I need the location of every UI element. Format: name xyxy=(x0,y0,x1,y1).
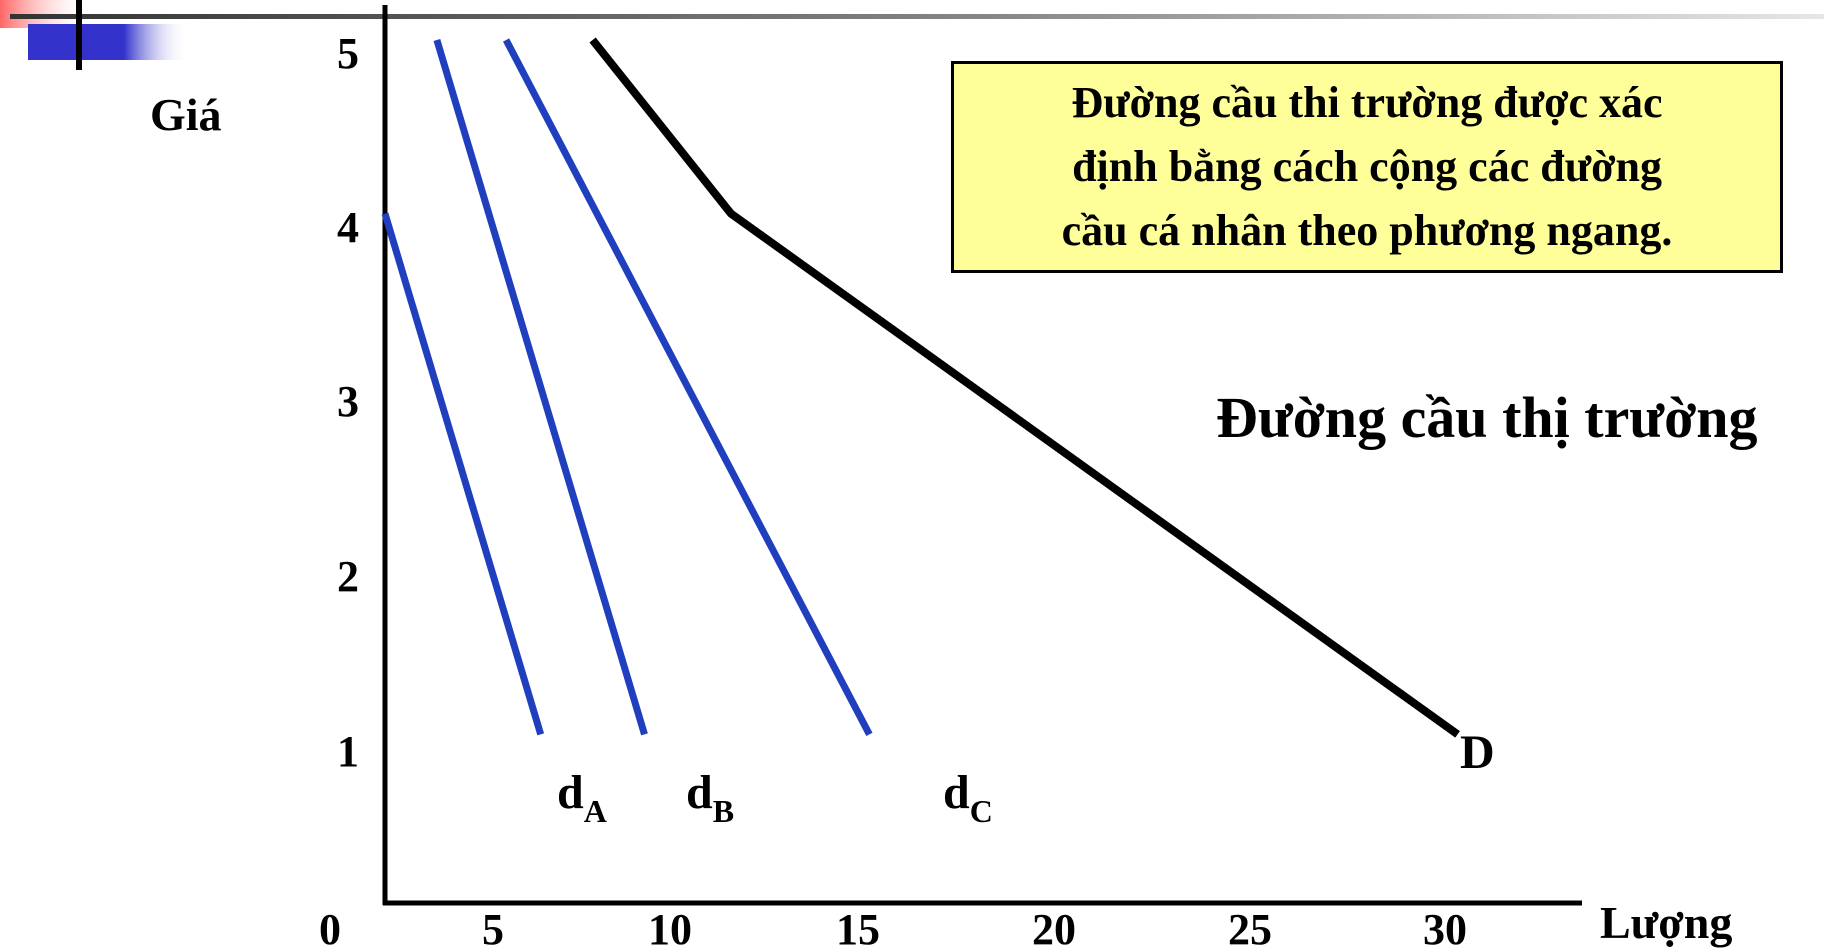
note-box: Đường cầu thi trường được xác định bằng … xyxy=(951,61,1783,273)
x-tick-15: 15 xyxy=(836,905,880,949)
note-line-3: cầu cá nhân theo phương ngang. xyxy=(1061,206,1673,255)
y-axis-title: Giá xyxy=(150,89,222,140)
slide-decoration xyxy=(0,0,1824,70)
decoration-vertical-mark xyxy=(76,0,82,70)
curve-dC xyxy=(502,38,873,737)
x-tick-20: 20 xyxy=(1032,905,1076,949)
decoration-blue-block xyxy=(28,24,188,60)
x-tick-labels: 0 5 10 15 20 25 30 xyxy=(319,905,1467,949)
axes xyxy=(382,5,1582,906)
curve-labels: dA dB dC D xyxy=(557,726,1495,829)
decoration-top-rule xyxy=(10,14,1824,19)
curve-dA xyxy=(381,212,545,736)
y-tick-3: 3 xyxy=(337,377,359,426)
curve-label-D: D xyxy=(1460,726,1495,779)
market-curve-label: Đường cầu thị trường xyxy=(1216,385,1757,450)
note-line-1: Đường cầu thi trường được xác xyxy=(1071,78,1663,127)
y-tick-4: 4 xyxy=(337,203,359,252)
x-tick-5: 5 xyxy=(482,905,504,949)
curve-label-dB: dB xyxy=(686,766,734,829)
y-tick-2: 2 xyxy=(337,552,359,601)
note-line-2: định bằng cách cộng các đường xyxy=(1072,142,1662,191)
curve-label-dC: dC xyxy=(943,766,993,829)
x-tick-25: 25 xyxy=(1228,905,1272,949)
demand-curves xyxy=(381,37,1460,738)
x-tick-0: 0 xyxy=(319,905,341,949)
y-tick-5: 5 xyxy=(337,29,359,78)
x-axis-title: Lượng xyxy=(1600,897,1732,948)
y-tick-1: 1 xyxy=(337,727,359,776)
curve-label-dA: dA xyxy=(557,766,607,829)
x-tick-30: 30 xyxy=(1423,905,1467,949)
y-tick-labels: 1 2 3 4 5 xyxy=(337,29,359,776)
x-tick-10: 10 xyxy=(648,905,692,949)
curve-D xyxy=(589,37,1460,738)
curve-dB xyxy=(433,38,648,736)
